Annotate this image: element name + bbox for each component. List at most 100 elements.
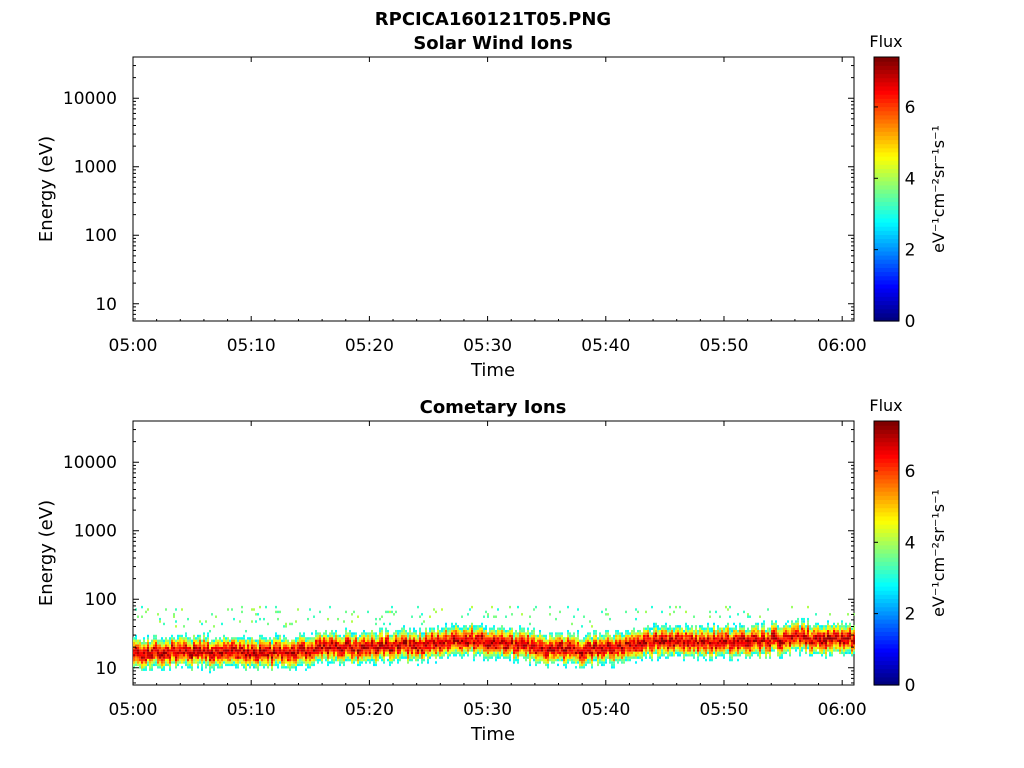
heatmap-cell <box>571 649 573 652</box>
heatmap-cell <box>501 646 503 650</box>
heatmap-cell <box>805 644 807 647</box>
heatmap-cell <box>757 651 759 655</box>
heatmap-cell <box>345 632 347 635</box>
heatmap-cell <box>459 629 461 633</box>
heatmap-cell <box>497 627 499 630</box>
heatmap-cell <box>235 663 237 667</box>
heatmap-cell <box>617 658 619 662</box>
heatmap-cell <box>253 656 255 659</box>
heatmap-cell <box>367 656 369 659</box>
heatmap-cell <box>705 627 707 630</box>
heatmap-cell <box>137 615 139 618</box>
heatmap-cell <box>397 637 399 640</box>
heatmap-cell <box>291 649 293 652</box>
heatmap-cell <box>133 661 135 664</box>
heatmap-cell <box>603 646 605 650</box>
heatmap-cell <box>539 656 541 659</box>
heatmap-cell <box>795 639 797 643</box>
heatmap-cell <box>271 639 273 643</box>
heatmap-cell <box>839 625 841 628</box>
heatmap-cell <box>447 627 449 630</box>
heatmap-cell <box>449 644 451 647</box>
heatmap-cell <box>431 649 433 652</box>
heatmap-cell <box>301 661 303 664</box>
heatmap-cell <box>661 610 663 614</box>
heatmap-cell <box>543 637 545 640</box>
heatmap-cell <box>539 634 541 638</box>
heatmap-cell <box>635 634 637 638</box>
heatmap-cell <box>179 644 181 647</box>
heatmap-cell <box>319 644 321 647</box>
heatmap-cell <box>161 651 163 655</box>
heatmap-cell <box>373 637 375 640</box>
heatmap-cell <box>793 625 795 628</box>
heatmap-cell <box>683 658 685 662</box>
heatmap-cell <box>217 658 219 662</box>
heatmap-cell <box>255 642 257 645</box>
heatmap-cell <box>225 656 227 659</box>
heatmap-cell <box>477 632 479 635</box>
heatmap-cell <box>723 644 725 647</box>
heatmap-cell <box>353 644 355 647</box>
heatmap-cell <box>593 629 595 633</box>
heatmap-cell <box>231 661 233 664</box>
heatmap-cell <box>307 663 309 667</box>
heatmap-cell <box>677 646 679 650</box>
heatmap-cell <box>631 632 633 635</box>
heatmap-cell <box>731 634 733 638</box>
heatmap-cell <box>775 634 777 638</box>
heatmap-cell <box>191 649 193 652</box>
heatmap-cell <box>831 634 833 638</box>
heatmap-cell <box>771 627 773 630</box>
heatmap-cell <box>677 644 679 647</box>
heatmap-cell <box>309 637 311 640</box>
colorbar-segment <box>874 114 899 120</box>
heatmap-cell <box>847 629 849 633</box>
heatmap-cell <box>301 658 303 662</box>
heatmap-cell <box>601 656 603 659</box>
heatmap-cell <box>365 637 367 640</box>
heatmap-cell <box>771 634 773 638</box>
heatmap-cell <box>777 634 779 638</box>
heatmap-cell <box>507 632 509 635</box>
heatmap-cell <box>765 656 767 659</box>
heatmap-cell <box>279 649 281 652</box>
heatmap-cell <box>403 634 405 638</box>
heatmap-cell <box>255 646 257 650</box>
heatmap-cell <box>275 661 277 664</box>
heatmap-cell <box>621 637 623 640</box>
heatmap-cell <box>499 656 501 659</box>
heatmap-cell <box>739 637 741 640</box>
heatmap-cell <box>723 646 725 650</box>
heatmap-cell <box>541 658 543 662</box>
heatmap-cell <box>243 661 245 664</box>
heatmap-cell <box>633 644 635 647</box>
heatmap-cell <box>383 649 385 652</box>
heatmap-cell <box>729 654 731 657</box>
heatmap-cell <box>777 625 779 628</box>
heatmap-cell <box>295 651 297 655</box>
heatmap-cell <box>391 637 393 640</box>
heatmap-cell <box>529 663 531 667</box>
heatmap-cell <box>247 656 249 659</box>
heatmap-cell <box>189 649 191 652</box>
heatmap-cell <box>135 646 137 650</box>
heatmap-cell <box>673 644 675 647</box>
heatmap-cell <box>523 639 525 643</box>
x-tick-label: 05:50 <box>699 700 748 720</box>
heatmap-cell <box>475 654 477 657</box>
heatmap-cell <box>303 634 305 638</box>
heatmap-cell <box>269 637 271 640</box>
heatmap-cell <box>599 642 601 645</box>
heatmap-cell <box>701 632 703 635</box>
heatmap-cell <box>643 646 645 650</box>
heatmap-cell <box>363 658 365 662</box>
heatmap-cell <box>683 642 685 645</box>
heatmap-cell <box>573 654 575 657</box>
heatmap-cell <box>705 644 707 647</box>
heatmap-cell <box>665 656 667 659</box>
heatmap-cell <box>281 661 283 664</box>
heatmap-cell <box>469 608 471 611</box>
heatmap-cell <box>817 634 819 638</box>
heatmap-cell <box>501 629 503 633</box>
